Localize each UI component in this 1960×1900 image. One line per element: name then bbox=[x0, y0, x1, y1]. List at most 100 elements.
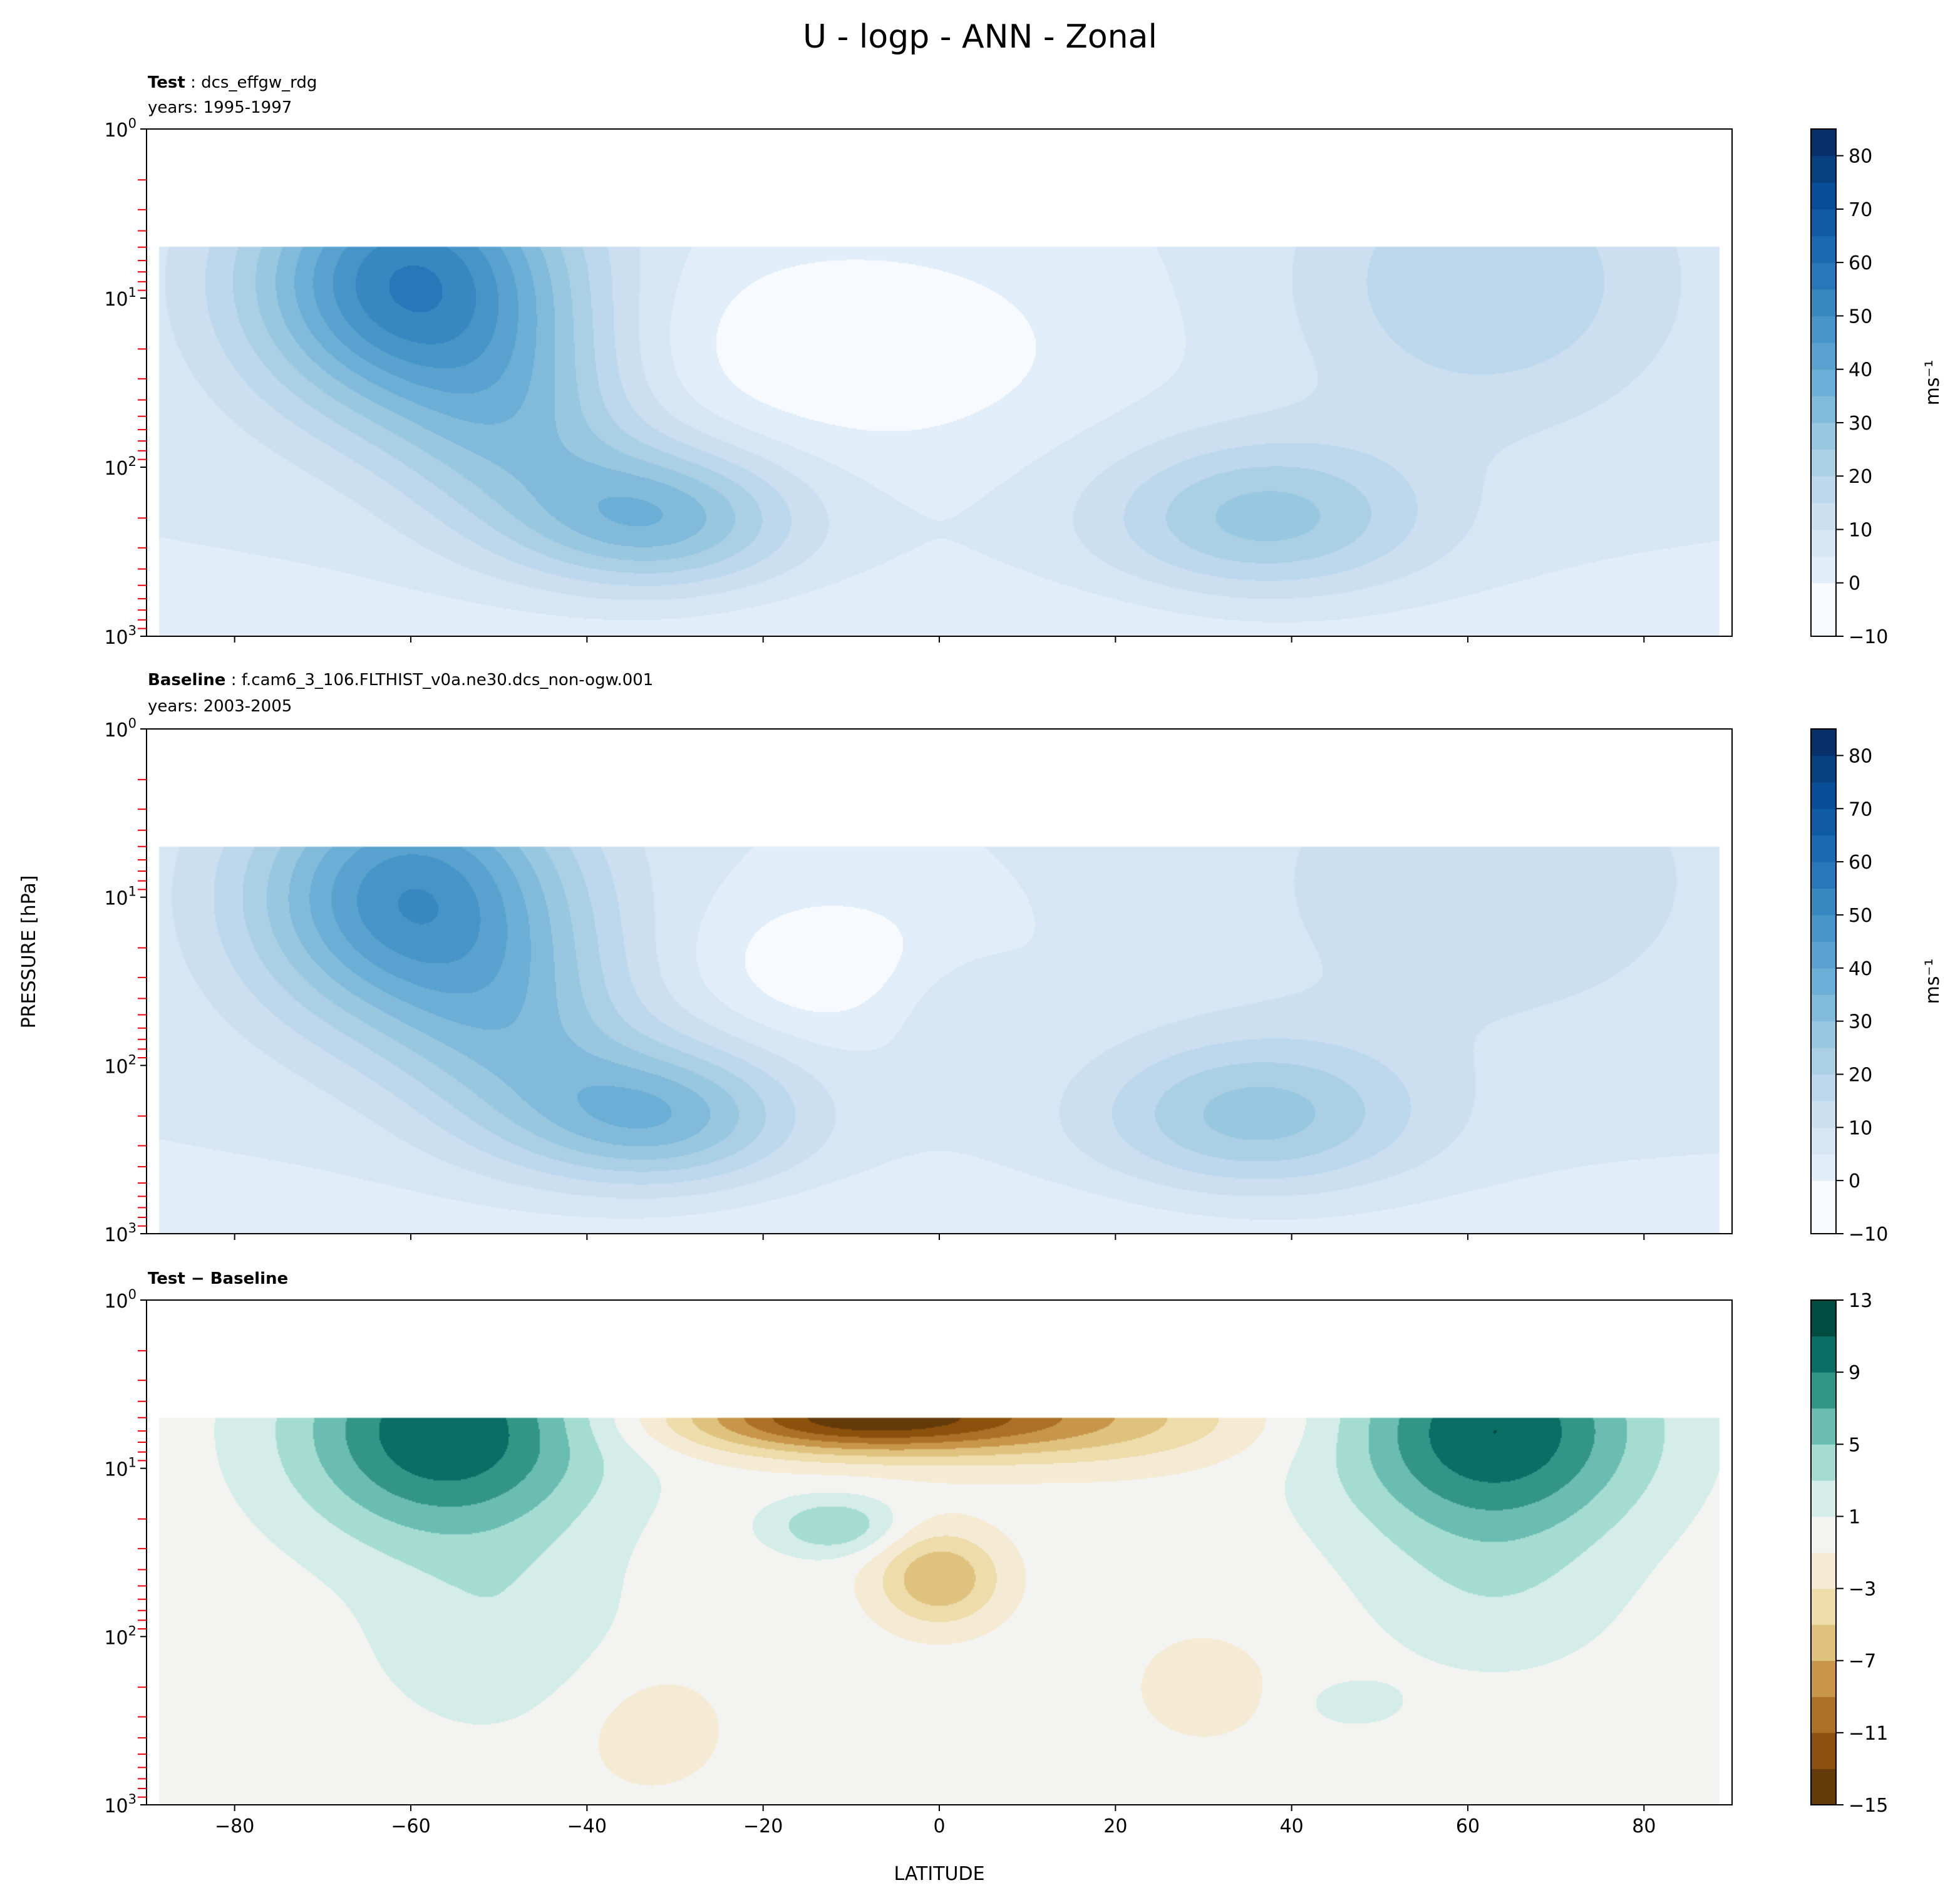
colorbar-tick-label: −3 bbox=[1849, 1579, 1876, 1601]
colorbar-frame bbox=[1810, 128, 1837, 637]
x-tick-label: 40 bbox=[1280, 1815, 1304, 1837]
y-tick-label: 101 bbox=[104, 1455, 137, 1481]
plot-frame bbox=[146, 1299, 1733, 1805]
test-panel-title: Test : dcs_effgw_rdg bbox=[148, 73, 317, 92]
x-tick-label: −60 bbox=[391, 1815, 430, 1837]
colorbar-band bbox=[1811, 609, 1836, 637]
colorbar-band bbox=[1811, 422, 1836, 450]
y-tick-label: 102 bbox=[104, 1052, 137, 1078]
colorbar-band bbox=[1811, 1732, 1836, 1769]
colorbar-band bbox=[1811, 835, 1836, 862]
colorbar-tick-label: 0 bbox=[1849, 573, 1860, 595]
colorbar-band bbox=[1811, 808, 1836, 836]
colorbar-tick-label: 0 bbox=[1849, 1170, 1860, 1192]
colorbar-tick-label: 40 bbox=[1849, 958, 1872, 980]
colorbar-band bbox=[1811, 155, 1836, 183]
colorbar-tick-label: 70 bbox=[1849, 798, 1872, 820]
colorbar-frame bbox=[1810, 1299, 1837, 1805]
colorbar-frame bbox=[1810, 728, 1837, 1234]
x-tick-label: 80 bbox=[1632, 1815, 1656, 1837]
x-tick-label: −20 bbox=[743, 1815, 783, 1837]
colorbar-tick-label: 1 bbox=[1849, 1506, 1860, 1528]
y-tick-label: 103 bbox=[104, 623, 137, 649]
colorbar-band bbox=[1811, 289, 1836, 316]
x-tick-label: −40 bbox=[567, 1815, 607, 1837]
colorbar-tick-label: 30 bbox=[1849, 1011, 1872, 1033]
colorbar-tick-label: 20 bbox=[1849, 466, 1872, 488]
x-tick-label: −80 bbox=[215, 1815, 254, 1837]
colorbar-label-test: ms⁻¹ bbox=[1922, 360, 1944, 406]
colorbar-band bbox=[1811, 941, 1836, 969]
colorbar-band bbox=[1811, 262, 1836, 290]
plot-frame bbox=[146, 728, 1733, 1234]
baseline-contour-field bbox=[147, 729, 1732, 1234]
colorbar-band bbox=[1811, 396, 1836, 423]
colorbar-tick-label: 60 bbox=[1849, 852, 1872, 874]
y-tick-label: 102 bbox=[104, 1623, 137, 1649]
colorbar-band bbox=[1811, 1154, 1836, 1181]
colorbar-band bbox=[1811, 1021, 1836, 1048]
colorbar-band bbox=[1811, 1444, 1836, 1481]
colorbar-band bbox=[1811, 502, 1836, 530]
difference-contour-field bbox=[147, 1300, 1732, 1805]
test-case-name: : dcs_effgw_rdg bbox=[185, 73, 317, 92]
colorbar-band bbox=[1811, 1180, 1836, 1208]
colorbar-tick-label: 50 bbox=[1849, 905, 1872, 927]
baseline-panel-title: Baseline : f.cam6_3_106.FLTHIST_v0a.ne30… bbox=[148, 671, 653, 689]
colorbar-band bbox=[1811, 1127, 1836, 1155]
colorbar-band bbox=[1811, 755, 1836, 783]
colorbar-band bbox=[1811, 1552, 1836, 1589]
colorbar-tick-label: 5 bbox=[1849, 1434, 1860, 1456]
colorbar-tick-label: −11 bbox=[1849, 1723, 1888, 1745]
colorbar-band bbox=[1811, 1480, 1836, 1517]
test-contour-field bbox=[147, 129, 1732, 636]
figure-title: U - logp - ANN - Zonal bbox=[803, 18, 1157, 56]
colorbar-band bbox=[1811, 129, 1836, 157]
colorbar-band bbox=[1811, 1100, 1836, 1128]
colorbar-tick-label: 10 bbox=[1849, 519, 1872, 541]
colorbar-tick-label: 10 bbox=[1849, 1117, 1872, 1139]
colorbar-tick-label: 60 bbox=[1849, 252, 1872, 274]
y-tick-label: 100 bbox=[104, 716, 137, 741]
y-tick-label: 101 bbox=[104, 884, 137, 910]
colorbar-band bbox=[1811, 529, 1836, 557]
colorbar-band bbox=[1811, 1624, 1836, 1661]
colorbar-tick-label: −15 bbox=[1849, 1795, 1888, 1817]
colorbar-band bbox=[1811, 968, 1836, 995]
colorbar-band bbox=[1811, 1336, 1836, 1373]
y-tick-label: 103 bbox=[104, 1792, 137, 1817]
colorbar-tick-label: 13 bbox=[1849, 1290, 1872, 1312]
colorbar-band bbox=[1811, 1660, 1836, 1697]
colorbar-band bbox=[1811, 556, 1836, 584]
colorbar-band bbox=[1811, 476, 1836, 503]
colorbar-band bbox=[1811, 1588, 1836, 1625]
colorbar-tick-label: 30 bbox=[1849, 413, 1872, 435]
test-years: years: 1995-1997 bbox=[148, 98, 292, 117]
test-label: Test bbox=[148, 73, 185, 92]
y-tick-label: 103 bbox=[104, 1221, 137, 1246]
colorbar-band bbox=[1811, 1516, 1836, 1553]
difference-panel-title: Test − Baseline bbox=[148, 1269, 288, 1288]
y-axis-label: PRESSURE [hPa] bbox=[18, 875, 40, 1029]
colorbar-tick-label: 70 bbox=[1849, 199, 1872, 221]
colorbar-tick-label: 50 bbox=[1849, 306, 1872, 328]
baseline-label: Baseline bbox=[148, 671, 225, 689]
colorbar-tick-label: 20 bbox=[1849, 1064, 1872, 1086]
y-tick-label: 102 bbox=[104, 454, 137, 480]
colorbar-tick-label: −7 bbox=[1849, 1651, 1876, 1673]
colorbar-band bbox=[1811, 316, 1836, 343]
baseline-case-name: : f.cam6_3_106.FLTHIST_v0a.ne30.dcs_non-… bbox=[225, 671, 653, 689]
colorbar-band bbox=[1811, 1696, 1836, 1733]
colorbar-band bbox=[1811, 914, 1836, 942]
colorbar-tick-label: 80 bbox=[1849, 745, 1872, 767]
colorbar-tick-label: −10 bbox=[1849, 1224, 1888, 1246]
colorbar-band bbox=[1811, 369, 1836, 396]
colorbar-band bbox=[1811, 1300, 1836, 1337]
colorbar-tick-label: 40 bbox=[1849, 359, 1872, 381]
colorbar-label-baseline: ms⁻¹ bbox=[1922, 959, 1944, 1004]
y-tick-label: 100 bbox=[104, 116, 137, 142]
y-tick-label: 100 bbox=[104, 1287, 137, 1313]
colorbar-band bbox=[1811, 1372, 1836, 1409]
y-tick-label: 101 bbox=[104, 285, 137, 311]
